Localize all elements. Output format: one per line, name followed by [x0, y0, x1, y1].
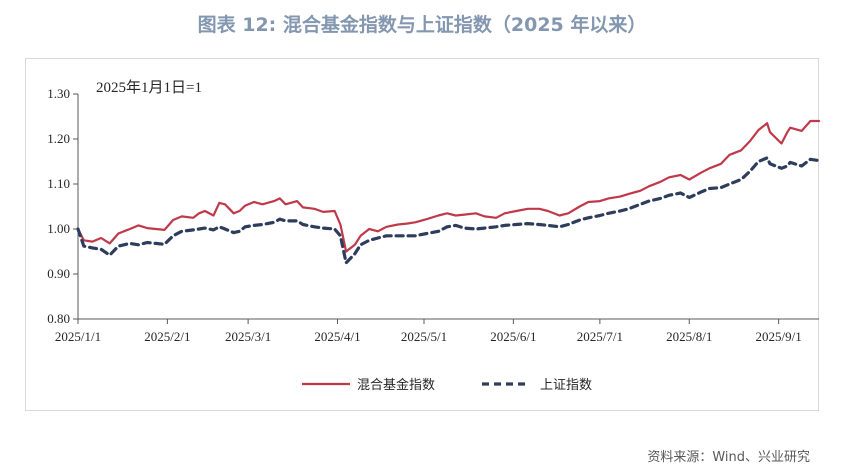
chart-frame [25, 58, 819, 411]
legend-label: 上证指数 [540, 378, 592, 393]
x-tick-label: 2025/7/1 [577, 329, 623, 344]
y-tick-label: 0.80 [47, 311, 70, 326]
base-note: 2025年1月1日=1 [96, 79, 202, 96]
x-tick-label: 2025/2/1 [144, 329, 190, 344]
x-tick-label: 2025/9/1 [756, 329, 802, 344]
series-layer [76, 119, 821, 265]
series-line-sse [76, 156, 821, 265]
x-tick-label: 2025/3/1 [225, 329, 271, 344]
legend-label: 混合基金指数 [357, 377, 435, 393]
y-tick-label: 1.30 [47, 86, 70, 101]
axes: 0.80 0.90 1.00 1.10 1.20 1.30 2025/1/1 2025/2/1… [47, 86, 819, 344]
chart-title: 图表 12: 混合基金指数与上证指数（2025 年以来） [197, 14, 647, 36]
x-tick-label: 2025/8/1 [666, 329, 712, 344]
x-tick-label: 2025/1/1 [55, 329, 101, 344]
y-tick-label: 1.00 [47, 221, 70, 236]
legend: 混合基金指数 上证指数 [302, 377, 592, 393]
x-tick-label: 2025/4/1 [314, 329, 360, 344]
x-tick-label: 2025/6/1 [490, 329, 536, 344]
source-note: 资料来源：Wind、兴业研究 [647, 450, 810, 465]
y-tick-label: 0.90 [47, 266, 70, 281]
y-tick-label: 1.10 [47, 176, 70, 191]
x-tick-label: 2025/5/1 [401, 329, 447, 344]
series-line-mixed-fund [76, 119, 821, 253]
y-tick-label: 1.20 [47, 131, 70, 146]
